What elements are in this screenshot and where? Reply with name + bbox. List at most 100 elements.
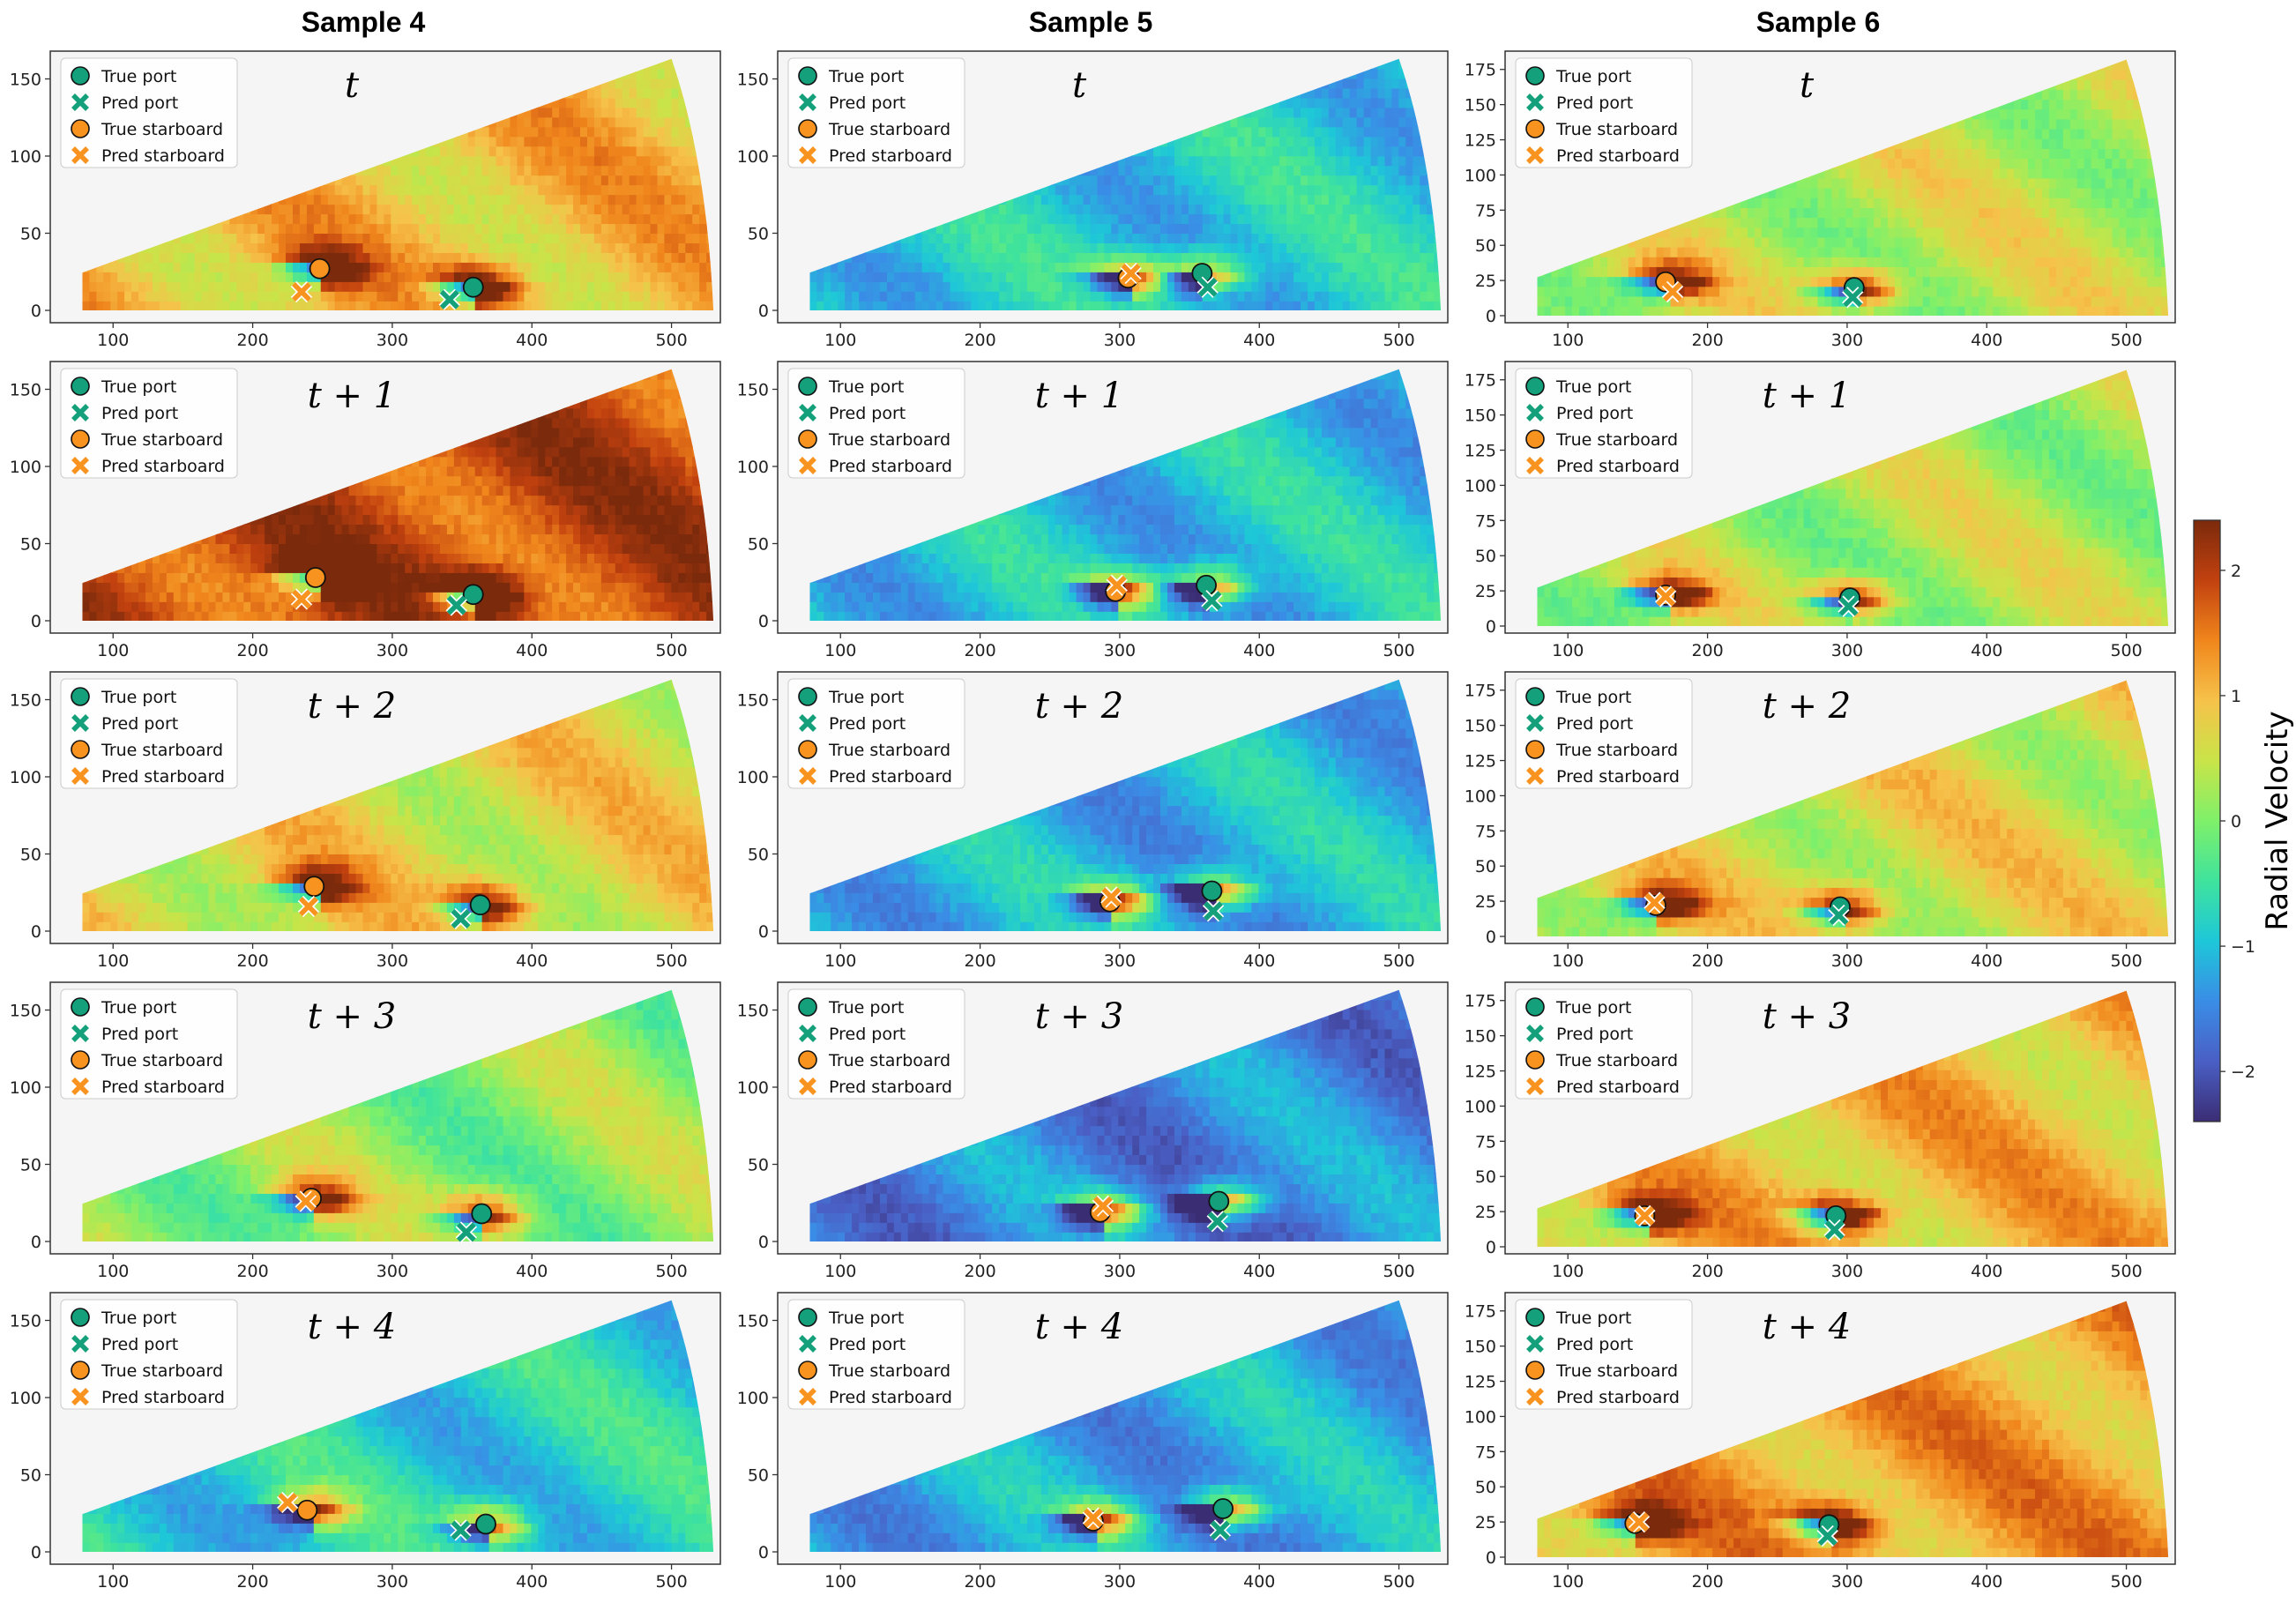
y-tick-label: 150	[1465, 717, 1496, 736]
time-label: t + 2	[1763, 686, 1851, 727]
radar-panel: 100 200 300 400 500 0 25 50 75 100 125 150 175 True p…	[1465, 1292, 2176, 1592]
legend-label: Pred port	[829, 714, 906, 734]
y-tick-label: 25	[1475, 582, 1496, 601]
legend-label: Pred port	[829, 1025, 906, 1044]
legend-label: Pred starboard	[829, 767, 952, 787]
x-tick-label: 200	[964, 331, 995, 350]
pred-port-marker	[1817, 1526, 1838, 1547]
radar-panel: 100 200 300 400 500 0 50 100 150 True port Pred po…	[737, 50, 1449, 350]
x-tick-label: 400	[1243, 1572, 1275, 1592]
radar-panel: 100 200 300 400 500 0 25 50 75 100 125 150 175 True p…	[1465, 671, 2176, 971]
legend-label: Pred port	[829, 404, 906, 423]
legend-marker	[71, 714, 89, 732]
y-tick-label: 50	[20, 225, 41, 244]
x-tick-label: 500	[1383, 1572, 1414, 1592]
legend-label: True starboard	[101, 430, 223, 450]
legend-marker	[71, 404, 89, 421]
legend-marker	[71, 997, 90, 1017]
legend-label: Pred port	[829, 93, 906, 113]
x-tick-label: 400	[516, 1572, 548, 1592]
legend-marker	[799, 93, 816, 111]
x-tick-label: 400	[1243, 951, 1275, 971]
pred-starboard-marker	[298, 897, 318, 916]
true-port-marker	[471, 1203, 493, 1225]
radar-panel: 100 200 300 400 500 0 25 50 75 100 125 150 175 True p…	[1465, 361, 2176, 660]
y-tick-label: 0	[31, 1543, 41, 1562]
x-tick-label: 500	[2110, 951, 2142, 971]
legend-marker	[798, 687, 817, 706]
y-tick-label: 0	[31, 1233, 41, 1252]
time-label: t	[1072, 65, 1087, 106]
x-tick-label: 500	[655, 1572, 687, 1592]
legend-marker	[1526, 404, 1544, 421]
time-label: t + 2	[308, 686, 396, 727]
legend-marker	[71, 429, 90, 449]
legend-label: True starboard	[828, 120, 950, 139]
legend-label: Pred port	[1556, 714, 1633, 734]
pred-port-marker	[1843, 287, 1863, 308]
legend-marker	[71, 1050, 90, 1070]
legend-marker	[1525, 1308, 1545, 1327]
true-port-marker	[1208, 1190, 1230, 1212]
x-tick-label: 300	[376, 331, 408, 350]
legend-label: True port	[1555, 1308, 1631, 1328]
legend: True port Pred port True starboard Pred sta…	[60, 1299, 238, 1410]
legend-marker	[1525, 1050, 1545, 1070]
x-tick-label: 400	[1243, 1262, 1275, 1281]
radar-panel: 100 200 300 400 500 0 50 100 150 True port Pred po…	[10, 1292, 721, 1592]
y-tick-label: 125	[1465, 131, 1496, 151]
colorbar-tick-label: 2	[2231, 562, 2241, 581]
x-tick-label: 200	[1691, 1262, 1723, 1281]
column-title: Sample 6	[1756, 6, 1881, 38]
x-tick-label: 100	[824, 641, 856, 660]
time-label: t + 4	[308, 1307, 396, 1347]
legend: True port Pred port True starboard Pred sta…	[1515, 57, 1693, 168]
y-tick-label: 25	[1475, 1513, 1496, 1532]
y-tick-label: 50	[1475, 1478, 1496, 1497]
y-tick-label: 150	[10, 1312, 41, 1331]
x-tick-label: 300	[1104, 641, 1136, 660]
legend: True port Pred port True starboard Pred sta…	[1515, 368, 1693, 479]
x-tick-label: 400	[1971, 331, 2002, 350]
y-tick-label: 0	[31, 612, 41, 631]
x-tick-label: 200	[1691, 1572, 1723, 1592]
y-tick-label: 100	[10, 768, 41, 787]
legend-marker	[71, 1308, 90, 1327]
x-tick-label: 400	[1971, 1262, 2002, 1281]
legend-label: Pred port	[101, 404, 178, 423]
time-label: t + 3	[1035, 996, 1123, 1037]
time-label: t + 2	[1035, 686, 1123, 727]
radar-panel: 100 200 300 400 500 0 50 100 150 True port Pred po…	[10, 981, 721, 1281]
legend-label: True starboard	[1555, 120, 1678, 139]
x-tick-label: 500	[2110, 641, 2142, 660]
legend-label: Pred starboard	[829, 146, 952, 166]
y-tick-label: 100	[737, 147, 769, 167]
x-tick-label: 400	[1971, 951, 2002, 971]
y-tick-label: 150	[1465, 1027, 1496, 1047]
radar-panel: 100 200 300 400 500 0 50 100 150 True port Pred po…	[10, 50, 721, 350]
x-tick-label: 300	[1831, 1572, 1863, 1592]
legend-label: Pred port	[101, 93, 178, 113]
legend-marker	[71, 687, 90, 706]
y-tick-label: 25	[1475, 1203, 1496, 1222]
y-tick-label: 50	[20, 535, 41, 555]
y-tick-label: 100	[737, 458, 769, 477]
y-tick-label: 75	[1475, 511, 1496, 531]
y-tick-label: 175	[1465, 371, 1496, 391]
y-tick-label: 175	[1465, 61, 1496, 80]
legend: True port Pred port True starboard Pred sta…	[60, 678, 238, 789]
legend-marker	[799, 1335, 816, 1353]
x-tick-label: 500	[655, 951, 687, 971]
legend-label: True starboard	[101, 1051, 223, 1070]
legend-label: Pred starboard	[101, 457, 225, 476]
column-title: Sample 4	[302, 6, 426, 38]
x-tick-label: 100	[824, 331, 856, 350]
x-tick-label: 400	[516, 641, 548, 660]
legend-label: Pred starboard	[1556, 767, 1680, 787]
legend-label: True port	[828, 688, 904, 707]
pred-port-marker	[1204, 901, 1223, 921]
legend-marker	[1526, 146, 1544, 164]
y-tick-label: 125	[1465, 1373, 1496, 1392]
legend-label: True starboard	[1555, 1051, 1678, 1070]
y-tick-label: 150	[737, 381, 769, 400]
